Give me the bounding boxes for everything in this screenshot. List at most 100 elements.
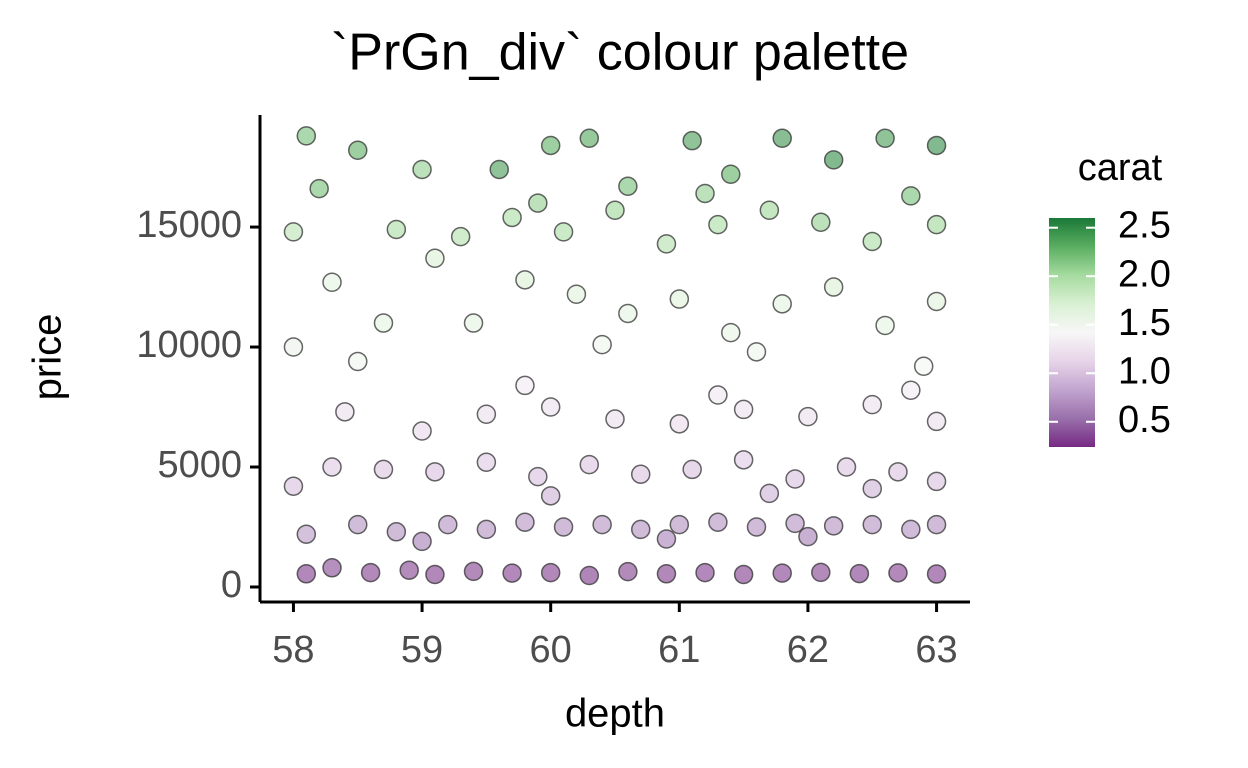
- point: [618, 561, 638, 582]
- point: [373, 313, 394, 333]
- point: [888, 462, 908, 482]
- point: [682, 459, 702, 480]
- point: [528, 466, 548, 487]
- point: [875, 315, 895, 336]
- point: [669, 514, 690, 535]
- point: [759, 200, 780, 221]
- colorbar-tick-label: 1.0: [1118, 350, 1171, 392]
- y-tick-label: 10000: [136, 324, 242, 366]
- colorbar-tick-label: 1.5: [1118, 302, 1171, 344]
- point: [798, 526, 818, 547]
- point: [502, 207, 522, 228]
- point: [656, 529, 677, 549]
- point: [373, 459, 394, 480]
- point: [386, 522, 407, 542]
- x-axis-title: depth: [565, 692, 665, 736]
- point: [630, 464, 651, 484]
- colorbar-tick-label: 0.5: [1118, 399, 1171, 441]
- y-tick-label: 15000: [136, 204, 242, 246]
- point: [425, 248, 445, 269]
- points: [283, 126, 947, 586]
- point: [438, 514, 458, 535]
- point: [862, 478, 882, 499]
- point: [926, 411, 947, 432]
- point: [926, 135, 947, 156]
- point: [412, 159, 432, 180]
- x-tick-label: 62: [787, 629, 829, 671]
- point: [862, 394, 882, 415]
- point: [386, 219, 407, 240]
- point: [425, 564, 445, 585]
- legend-title: carat: [1078, 147, 1163, 189]
- point: [733, 564, 754, 585]
- point: [708, 512, 728, 532]
- point: [669, 289, 690, 309]
- point: [926, 471, 947, 492]
- y-tick-label: 5000: [157, 444, 242, 486]
- point: [772, 563, 792, 583]
- colorbar-tick-label: 2.0: [1118, 253, 1171, 295]
- point: [823, 150, 844, 170]
- point: [463, 561, 484, 582]
- point: [630, 519, 651, 540]
- point: [463, 313, 484, 333]
- point: [682, 130, 702, 151]
- point: [618, 176, 638, 197]
- point: [579, 128, 600, 149]
- point: [283, 337, 304, 357]
- point: [669, 414, 690, 434]
- point: [656, 234, 677, 254]
- point: [708, 214, 728, 235]
- point: [592, 334, 612, 355]
- point: [862, 231, 882, 252]
- point: [528, 193, 548, 213]
- point: [913, 356, 934, 376]
- point: [322, 457, 342, 477]
- point: [618, 303, 638, 324]
- point: [412, 421, 432, 441]
- point: [746, 342, 767, 362]
- point: [656, 564, 677, 584]
- point: [849, 563, 870, 584]
- point: [811, 212, 831, 233]
- point: [772, 128, 792, 149]
- point: [901, 380, 921, 400]
- point: [309, 178, 329, 199]
- point: [592, 514, 612, 535]
- point: [360, 562, 381, 583]
- point: [746, 517, 767, 537]
- point: [476, 404, 497, 424]
- x-tick-label: 61: [658, 629, 700, 671]
- point: [348, 140, 368, 161]
- point: [798, 406, 818, 427]
- point: [823, 516, 844, 536]
- point: [811, 562, 831, 583]
- point: [708, 385, 728, 405]
- point: [759, 483, 780, 504]
- x-tick-label: 60: [530, 629, 572, 671]
- point: [566, 284, 587, 305]
- x-tick-label: 63: [915, 629, 957, 671]
- point: [862, 514, 882, 535]
- point: [489, 159, 509, 180]
- point: [322, 558, 342, 578]
- point: [515, 375, 535, 396]
- point: [695, 183, 715, 204]
- point: [888, 563, 908, 583]
- point: [296, 524, 317, 544]
- point: [579, 565, 600, 586]
- point: [540, 397, 561, 417]
- point: [926, 514, 947, 535]
- y-axis-title: price: [26, 314, 70, 401]
- point: [772, 294, 792, 314]
- point: [785, 469, 805, 489]
- point: [875, 128, 895, 149]
- point: [515, 270, 535, 290]
- point: [721, 322, 741, 343]
- point: [553, 222, 574, 242]
- point: [283, 476, 304, 496]
- point: [605, 409, 625, 429]
- point: [296, 564, 317, 584]
- point: [926, 291, 947, 312]
